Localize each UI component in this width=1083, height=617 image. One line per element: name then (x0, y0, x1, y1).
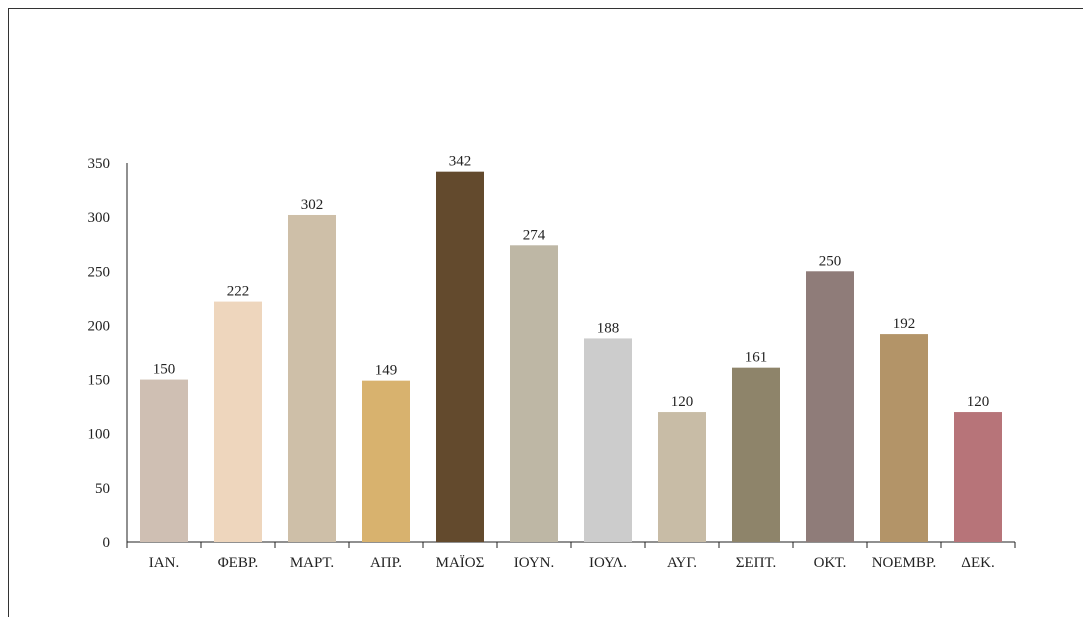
bar (732, 367, 780, 542)
y-tick-label: 300 (88, 210, 111, 226)
bars (140, 171, 1002, 543)
bar (880, 334, 928, 542)
bar (510, 245, 558, 542)
bar-value-label: 250 (819, 253, 842, 269)
y-tick-label: 200 (88, 318, 111, 334)
bar-value-label: 120 (671, 394, 694, 410)
bar-value-label: 222 (227, 284, 250, 300)
bar-value-label: 161 (745, 350, 768, 366)
x-category-label: ΦΕΒΡ. (218, 555, 259, 571)
y-axis: 0 50 100 150 200 250 300 350 (88, 156, 128, 551)
y-tick-label: 350 (88, 156, 111, 172)
x-category-label: ΙΟΥΛ. (589, 555, 627, 571)
y-tick-label: 150 (88, 373, 111, 389)
x-category-label: ΙΟΥΝ. (514, 555, 555, 571)
y-tick-label: 50 (95, 481, 110, 497)
x-category-label: ΔΕΚ. (961, 555, 994, 571)
bar-value-label: 302 (301, 197, 324, 213)
y-tick-label: 250 (88, 264, 111, 280)
bar (214, 301, 262, 542)
y-tick-label: 100 (88, 427, 111, 443)
bar (954, 412, 1002, 542)
chart-frame (8, 8, 1083, 617)
bar-value-label: 150 (153, 362, 176, 378)
bar (806, 271, 854, 542)
y-tick-label: 0 (103, 535, 111, 551)
bar (658, 412, 706, 542)
bar-value-label: 188 (597, 320, 620, 336)
x-category-label: ΟΚΤ. (814, 555, 847, 571)
x-axis: ΙΑΝ. ΦΕΒΡ. ΜΑΡΤ. ΑΠΡ. ΜΑΪΟΣ ΙΟΥΝ. ΙΟΥΛ. ΑΥΓ. ΣΕΠ… (126, 541, 1016, 571)
bar (362, 380, 410, 542)
data-labels: 150 222 302 149 342 274 188 120 161 250 192 120 (153, 154, 990, 410)
x-category-label: ΑΥΓ. (667, 555, 697, 571)
bar-value-label: 120 (967, 394, 990, 410)
x-category-label: ΣΕΠΤ. (736, 555, 777, 571)
x-category-label: ΝΟΕΜΒΡ. (872, 555, 937, 571)
bar-value-label: 342 (449, 154, 472, 170)
bar-value-label: 192 (893, 316, 916, 332)
bar-value-label: 274 (523, 227, 546, 243)
x-category-label: ΜΑΪΟΣ (436, 554, 485, 571)
x-category-label: ΑΠΡ. (370, 555, 402, 571)
bar (436, 171, 484, 543)
bar (584, 338, 632, 542)
x-category-label: ΙΑΝ. (149, 555, 179, 571)
bar-value-label: 149 (375, 363, 398, 379)
bar (288, 214, 336, 542)
bar (140, 379, 188, 542)
x-category-label: ΜΑΡΤ. (290, 555, 334, 571)
